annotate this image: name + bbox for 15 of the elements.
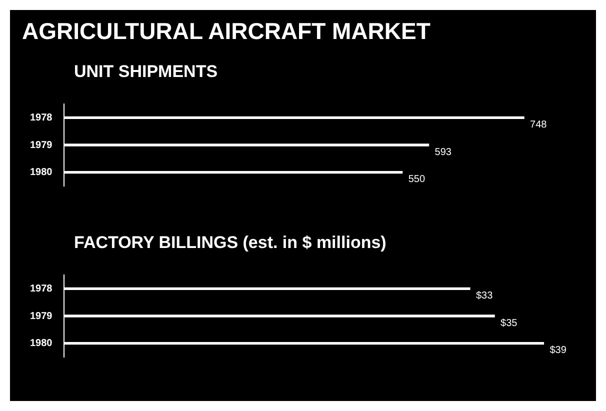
data-label: 748 (530, 119, 548, 130)
y-tick-label: 1980 (30, 167, 53, 178)
data-label: $39 (550, 345, 567, 356)
y-tick-label: 1980 (30, 338, 53, 350)
data-label: $33 (476, 290, 494, 302)
y-tick-label: 1979 (30, 310, 53, 322)
y-tick-label: 1978 (30, 283, 53, 294)
data-label: 593 (434, 146, 452, 158)
data-label: $35 (500, 318, 518, 329)
y-tick-label: 1978 (30, 112, 53, 124)
data-label: 550 (408, 174, 426, 186)
chart-title: AGRICULTURAL AIRCRAFT MARKET (22, 18, 430, 45)
y-tick-label: 1979 (30, 140, 53, 151)
chart-subtitle: UNIT SHIPMENTS (74, 62, 218, 82)
chart-title: FACTORY BILLINGS (est. in $ millions) (74, 233, 386, 253)
